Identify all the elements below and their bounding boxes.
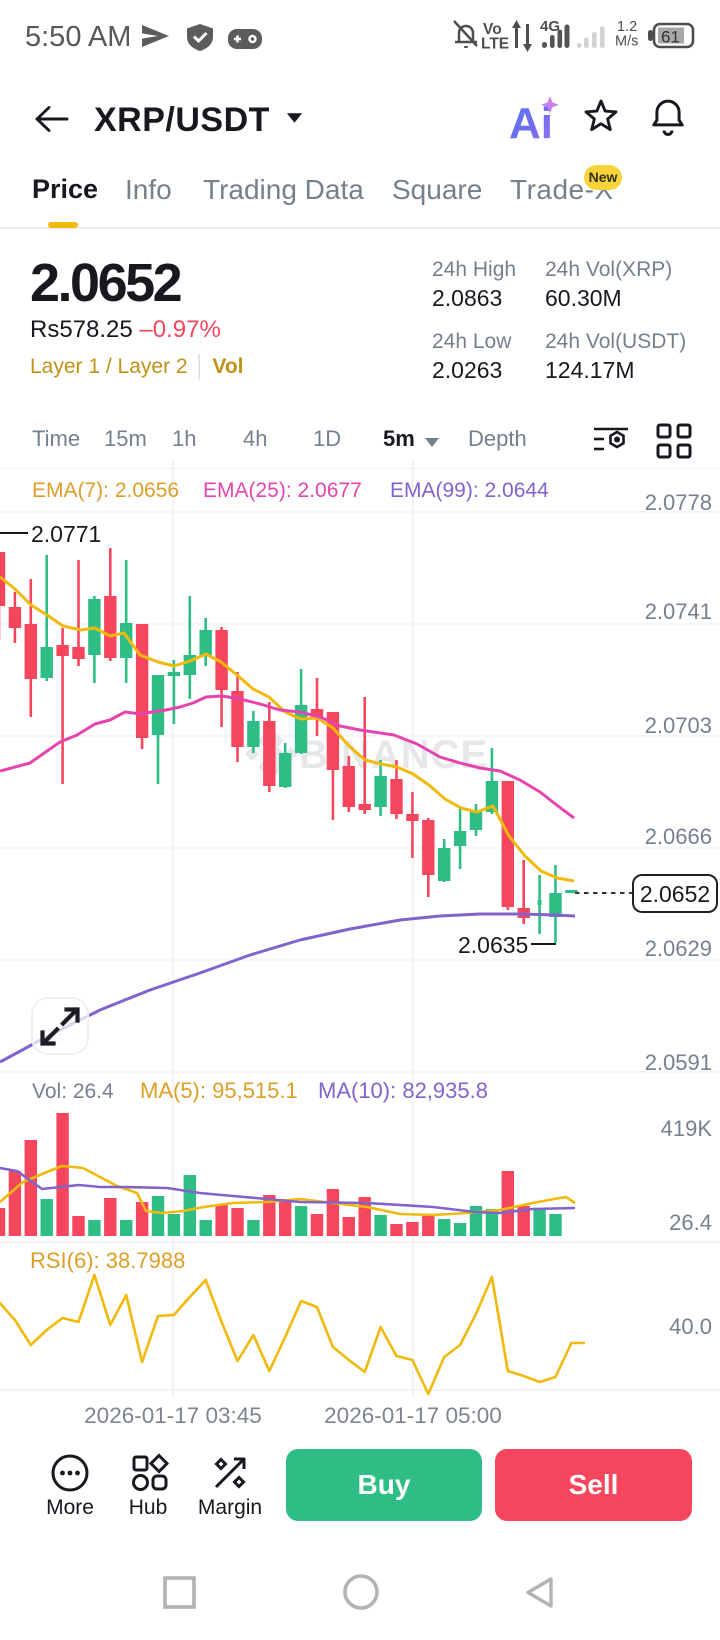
svg-text:2.0778: 2.0778 (645, 490, 712, 515)
svg-text:26.4: 26.4 (669, 1210, 712, 1235)
svg-text:Vo: Vo (483, 21, 502, 38)
svg-text:1.2: 1.2 (617, 19, 637, 35)
svg-text:419K: 419K (661, 1116, 713, 1141)
svg-text:2.0652: 2.0652 (640, 881, 710, 907)
svg-text:EMA(99): 2.0644: EMA(99): 2.0644 (390, 479, 549, 502)
svg-text:MA(5): 95,515.1: MA(5): 95,515.1 (140, 1078, 298, 1103)
svg-text:61: 61 (661, 28, 680, 47)
svg-text:2.0635: 2.0635 (458, 932, 528, 958)
svg-text:2.0666: 2.0666 (645, 824, 712, 849)
svg-text:2.0703: 2.0703 (645, 713, 712, 738)
svg-text:EMA(25): 2.0677: EMA(25): 2.0677 (203, 479, 362, 502)
svg-text:M/s: M/s (615, 34, 638, 50)
svg-text:RSI(6): 38.7988: RSI(6): 38.7988 (30, 1248, 185, 1273)
svg-text:Vol: 26.4: Vol: 26.4 (32, 1080, 114, 1103)
svg-text:EMA(7): 2.0656: EMA(7): 2.0656 (32, 479, 179, 502)
svg-text:2026-01-17 03:45: 2026-01-17 03:45 (84, 1403, 262, 1428)
svg-text:LTE: LTE (481, 36, 509, 53)
svg-text:2.0741: 2.0741 (645, 599, 712, 624)
svg-text:2.0591: 2.0591 (645, 1050, 712, 1075)
svg-text:2.0771: 2.0771 (31, 521, 101, 547)
svg-text:40.0: 40.0 (669, 1314, 712, 1339)
svg-text:MA(10): 82,935.8: MA(10): 82,935.8 (318, 1078, 488, 1103)
svg-text:4G: 4G (540, 18, 560, 35)
svg-text:2.0629: 2.0629 (645, 936, 712, 961)
svg-text:2026-01-17 05:00: 2026-01-17 05:00 (324, 1403, 502, 1428)
